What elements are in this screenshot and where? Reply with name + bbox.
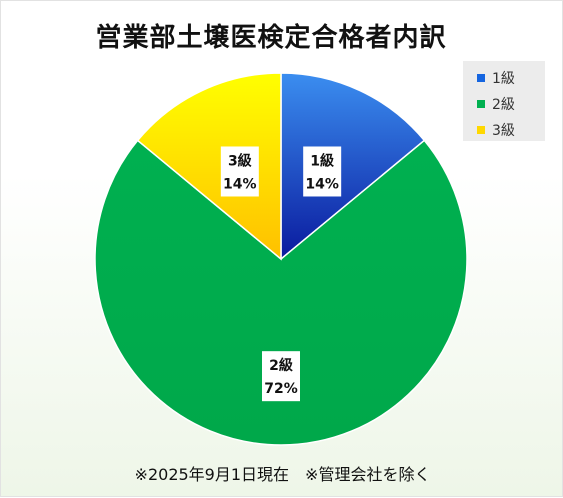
chart-title: 営業部土壌医検定合格者内訳 bbox=[95, 23, 447, 53]
footnote: ※2025年9月1日現在 ※管理会社を除く bbox=[134, 465, 431, 484]
data-label-name-1: 1級 bbox=[310, 152, 334, 169]
legend-swatch-2 bbox=[477, 100, 485, 108]
legend-label-3: 3級 bbox=[492, 123, 515, 139]
legend-swatch-3 bbox=[477, 126, 485, 134]
data-label-value-3: 14% bbox=[223, 176, 257, 192]
data-label-name-3: 3級 bbox=[228, 152, 252, 169]
data-label-box-2 bbox=[262, 351, 300, 402]
legend: 1級 2級 3級 bbox=[463, 61, 545, 141]
data-label-value-2: 72% bbox=[264, 381, 298, 397]
data-label-name-2: 2級 bbox=[269, 357, 293, 374]
legend-item-3: 3級 bbox=[477, 117, 545, 143]
legend-item-1: 1級 bbox=[477, 65, 545, 91]
legend-label-2: 2級 bbox=[492, 97, 515, 113]
legend-item-2: 2級 bbox=[477, 91, 545, 117]
pie-slice-2 bbox=[94, 139, 468, 446]
legend-swatch-1 bbox=[477, 74, 485, 82]
pie-slice-1 bbox=[280, 72, 426, 261]
legend-label-1: 1級 bbox=[492, 71, 515, 87]
pie-slice-3 bbox=[136, 72, 282, 261]
data-label-value-1: 14% bbox=[305, 176, 339, 192]
data-label-box-3 bbox=[220, 146, 259, 197]
data-label-box-1 bbox=[303, 146, 342, 197]
